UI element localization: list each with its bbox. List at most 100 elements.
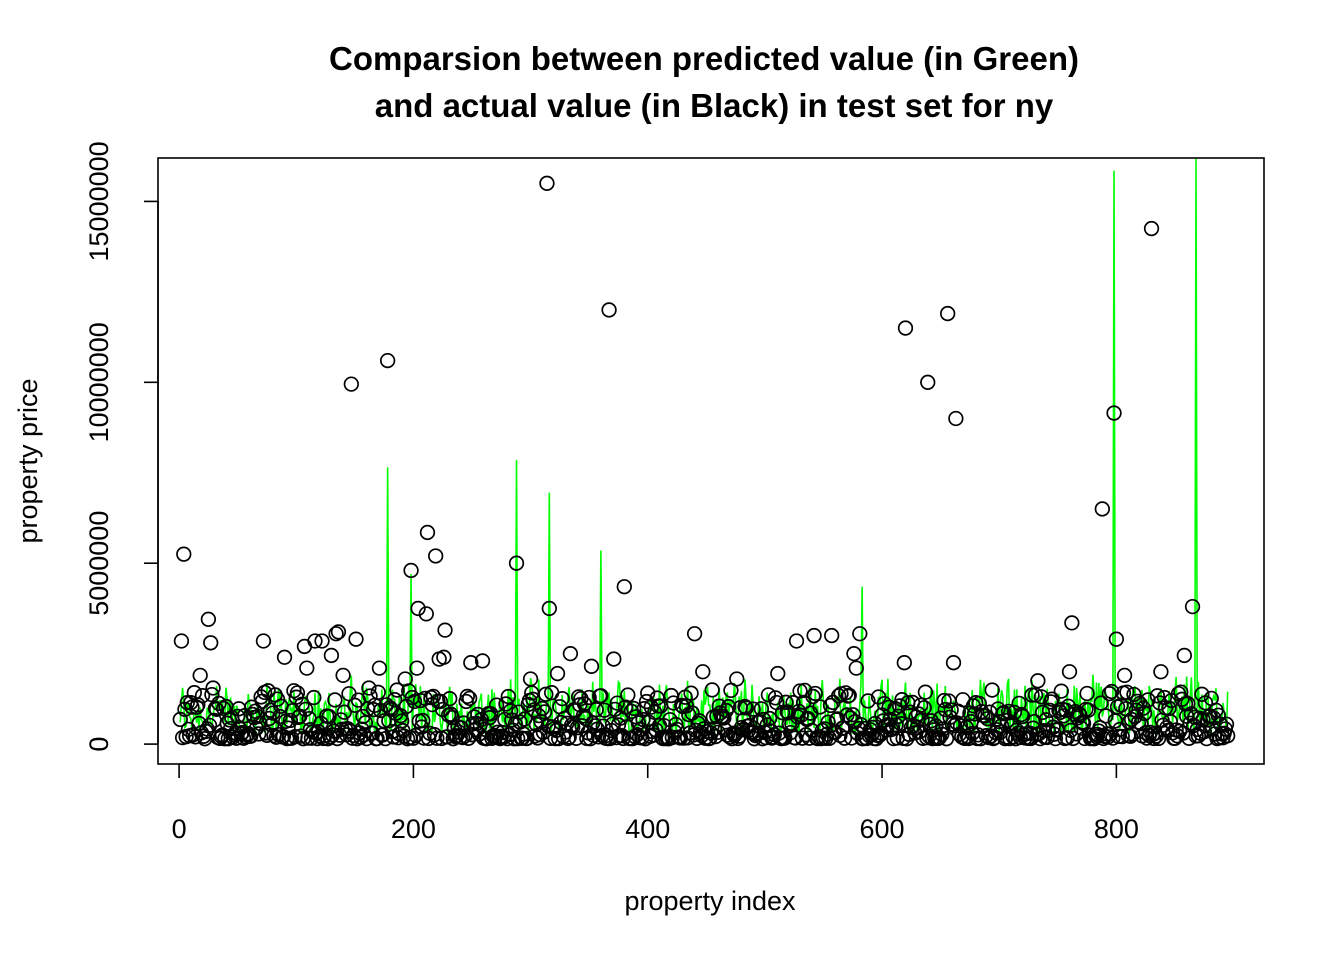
actual-point xyxy=(1116,667,1133,684)
actual-point xyxy=(1064,615,1080,631)
actual-point xyxy=(442,691,458,707)
actual-point xyxy=(389,682,405,698)
actual-point xyxy=(211,695,227,712)
actual-point xyxy=(729,671,745,687)
actual-point xyxy=(852,626,868,642)
actual-point xyxy=(583,658,600,674)
actual-point xyxy=(463,655,479,671)
actual-point xyxy=(436,649,452,665)
actual-point xyxy=(1122,728,1139,744)
actual-point xyxy=(306,689,322,706)
actual-point xyxy=(403,562,419,579)
actual-point xyxy=(1034,704,1051,721)
actual-point xyxy=(945,655,962,671)
actual-point xyxy=(596,702,613,718)
actual-point xyxy=(508,555,525,571)
actual-point xyxy=(920,374,936,390)
x-tick-label: 0 xyxy=(172,814,187,844)
actual-point xyxy=(525,691,541,707)
actual-point xyxy=(609,695,625,711)
actual-point xyxy=(370,684,386,700)
actual-point xyxy=(1114,728,1130,745)
actual-point xyxy=(649,690,665,706)
actual-point xyxy=(935,721,951,737)
actual-point xyxy=(429,730,445,746)
actual-point xyxy=(488,697,505,713)
actual-point xyxy=(396,728,412,744)
actual-point xyxy=(575,708,591,724)
actual-point xyxy=(1079,685,1095,702)
actual-point xyxy=(1006,704,1023,721)
actual-point xyxy=(745,701,761,717)
actual-point xyxy=(355,708,371,725)
actual-point xyxy=(329,730,345,747)
actual-point xyxy=(948,410,964,427)
actual-point xyxy=(863,727,880,743)
chart-title-line-2: and actual value (in Black) in test set … xyxy=(375,87,1054,124)
x-tick-label: 200 xyxy=(391,814,436,844)
actual-point xyxy=(192,667,208,684)
y-tick-label: 0 xyxy=(84,737,114,752)
actual-point xyxy=(251,726,267,742)
actual-point xyxy=(630,715,647,731)
actual-point xyxy=(561,729,577,745)
actual-point xyxy=(1030,673,1046,689)
actual-point xyxy=(276,649,293,665)
actual-point xyxy=(626,700,642,717)
actual-point xyxy=(562,646,579,662)
actual-point xyxy=(323,647,340,664)
plot-frame xyxy=(157,157,1265,765)
actual-point xyxy=(203,635,219,651)
actual-point xyxy=(979,711,996,727)
actual-point xyxy=(1138,725,1154,741)
actual-point xyxy=(297,701,314,718)
actual-point xyxy=(172,711,188,728)
actual-point xyxy=(1153,664,1169,680)
actual-point xyxy=(1132,695,1148,712)
actual-point xyxy=(348,631,364,647)
actual-point xyxy=(848,660,864,676)
actual-point xyxy=(581,689,597,706)
actual-point xyxy=(538,686,554,702)
actual-point xyxy=(932,710,949,726)
actual-point xyxy=(201,717,218,733)
actual-point xyxy=(378,697,395,713)
actual-point xyxy=(1180,696,1196,712)
x-axis-label: property index xyxy=(624,886,796,916)
actual-point xyxy=(1133,716,1149,732)
actual-point xyxy=(616,579,632,595)
actual-point xyxy=(916,700,932,716)
actual-point xyxy=(984,682,1000,698)
actual-point xyxy=(539,175,555,191)
chart-title-line-1: Comparsion between predicted value (in G… xyxy=(329,40,1079,77)
actual-point xyxy=(896,655,912,671)
actual-point xyxy=(897,320,914,336)
actual-point xyxy=(335,667,351,684)
actual-point xyxy=(343,376,359,392)
actual-point xyxy=(1184,598,1201,615)
actual-point xyxy=(249,708,266,725)
actual-point xyxy=(432,693,449,710)
actual-point xyxy=(409,660,425,676)
actual-point xyxy=(989,722,1005,738)
actual-point xyxy=(977,708,993,724)
actual-point xyxy=(1059,730,1075,746)
actual-point xyxy=(321,708,337,725)
actual-point xyxy=(1149,688,1166,704)
actual-point xyxy=(640,685,656,701)
actual-point xyxy=(770,665,786,682)
actual-point xyxy=(703,725,719,741)
actual-point xyxy=(1108,631,1125,647)
actual-point xyxy=(394,713,410,729)
actual-point xyxy=(1013,706,1030,723)
actual-point xyxy=(500,688,516,705)
actual-point xyxy=(549,665,566,682)
actual-point xyxy=(376,713,392,729)
actual-point xyxy=(328,626,344,642)
actual-point xyxy=(1123,711,1140,728)
actual-point xyxy=(1143,220,1160,237)
actual-point xyxy=(1094,501,1110,517)
actual-point xyxy=(1119,684,1135,700)
actual-point xyxy=(807,685,823,702)
actual-point xyxy=(1080,702,1096,718)
